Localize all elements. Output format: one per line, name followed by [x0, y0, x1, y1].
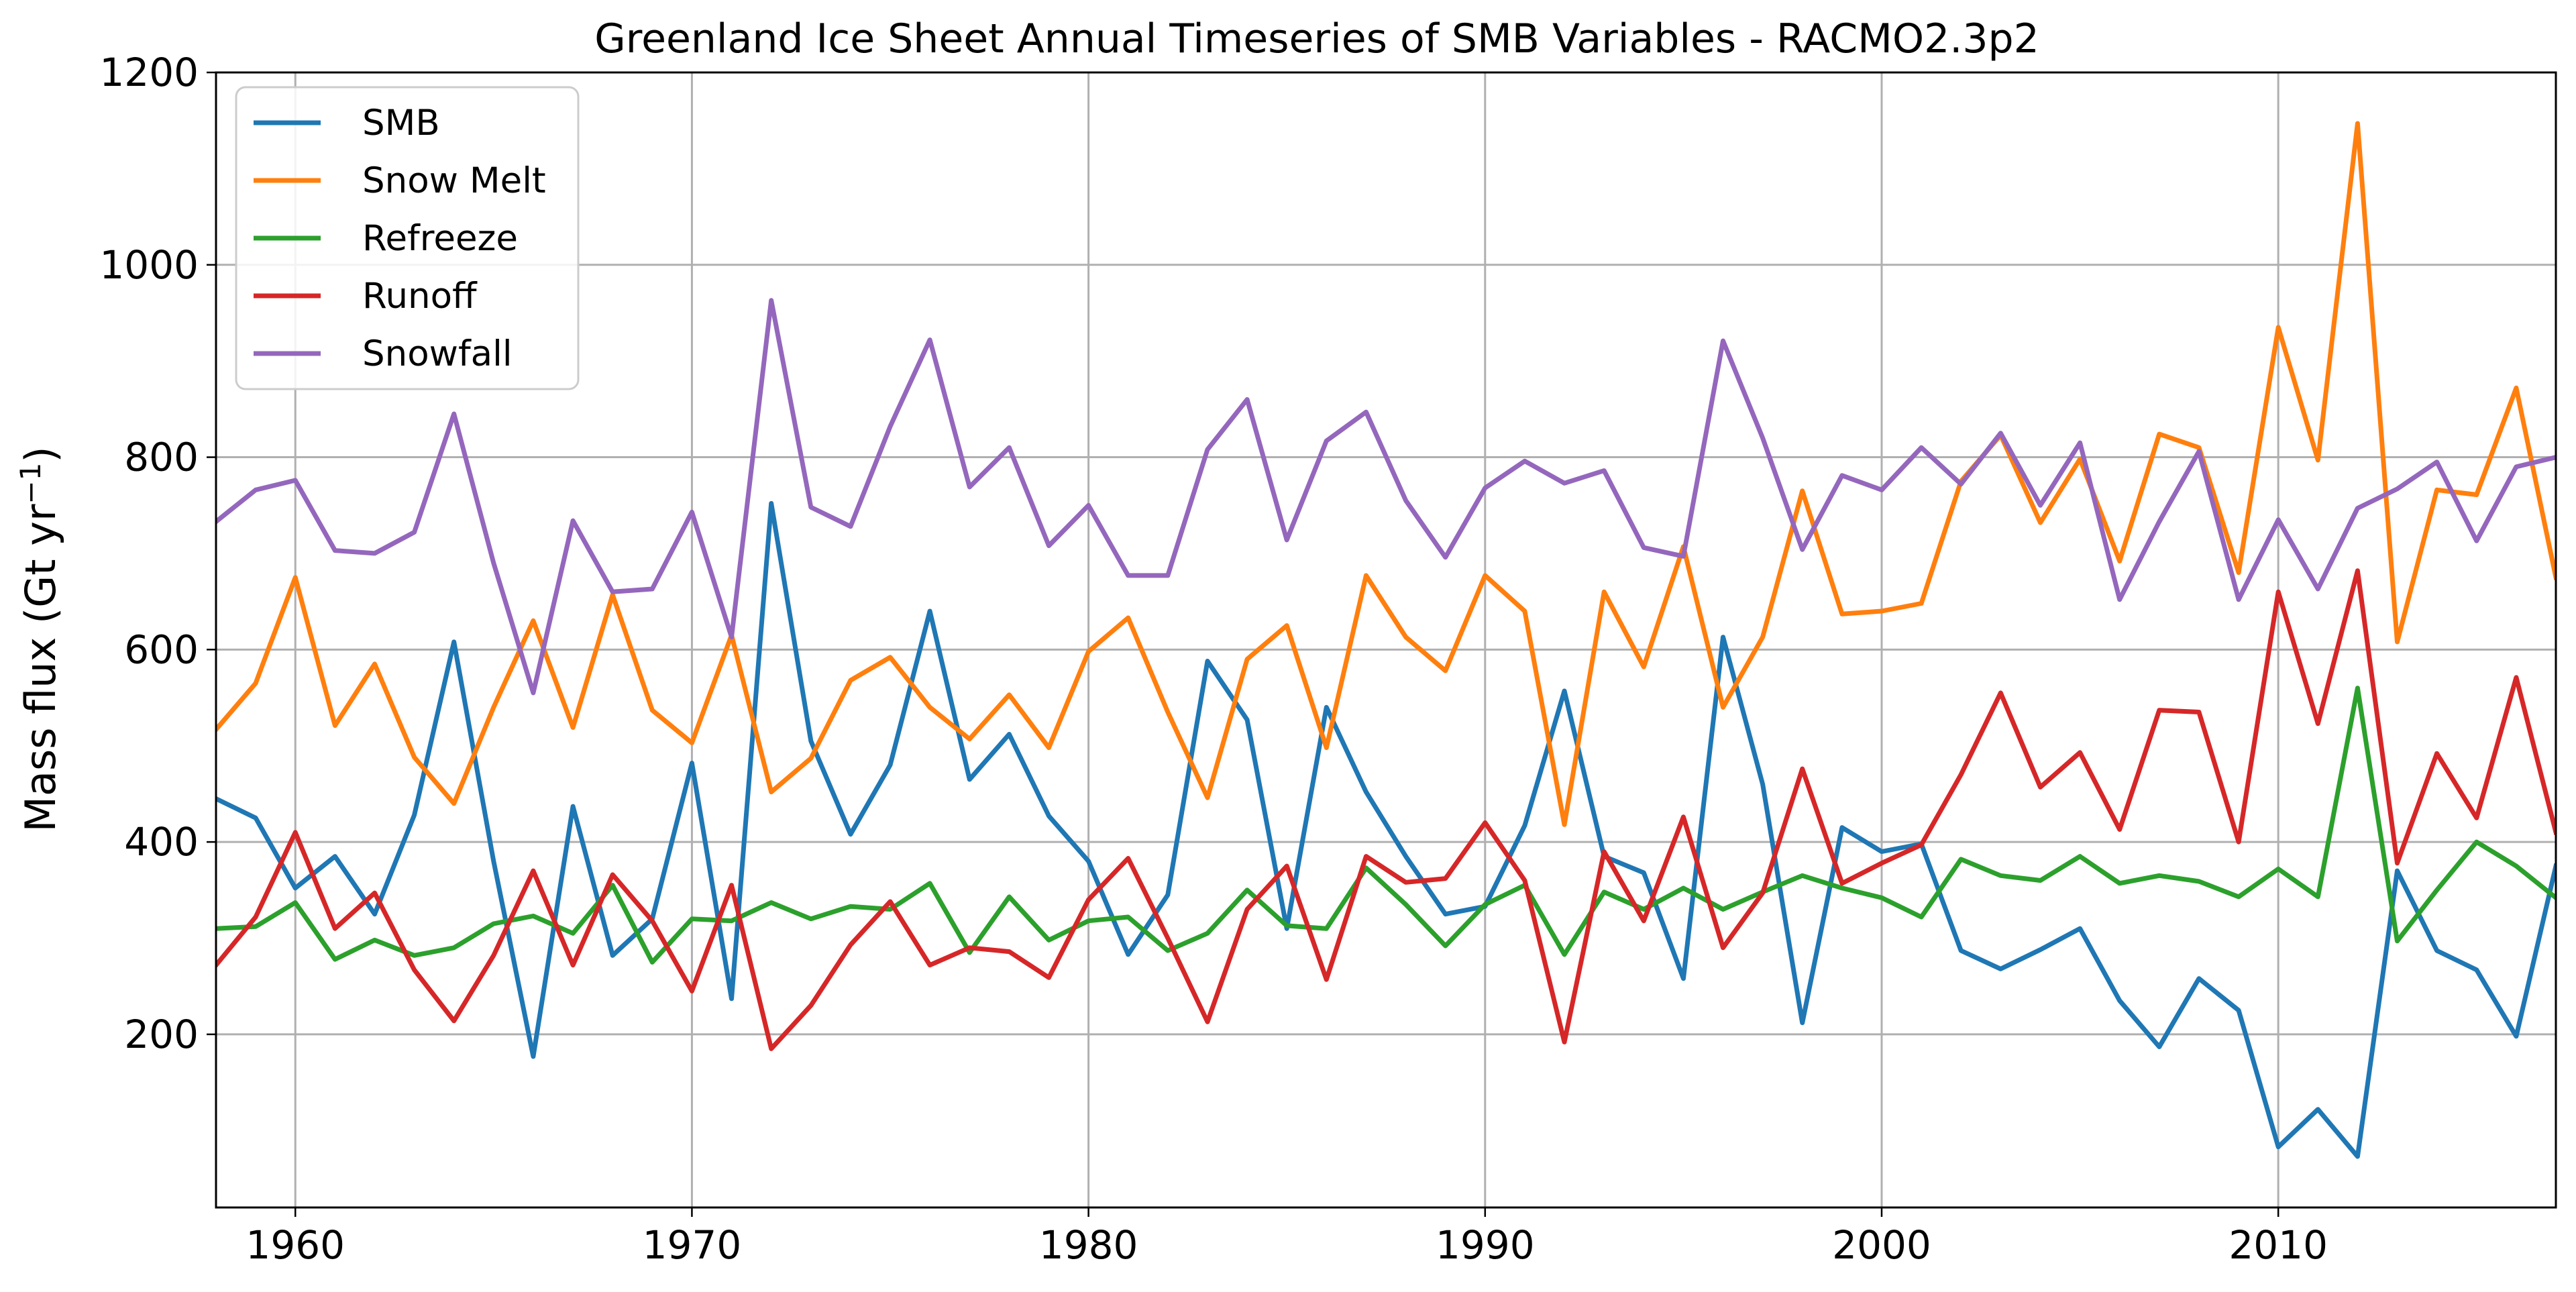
- legend-label-refreeze: Refreeze: [362, 218, 518, 259]
- chart-title: Greenland Ice Sheet Annual Timeseries of…: [594, 15, 2039, 62]
- x-tick-label: 1980: [1039, 1222, 1138, 1268]
- x-tick-label: 2010: [2229, 1222, 2328, 1268]
- legend-box: [235, 86, 580, 390]
- y-axis-label-exponent: −1: [14, 463, 47, 504]
- legend-label-runoff: Runoff: [362, 276, 478, 317]
- legend-label-snow-melt: Snow Melt: [362, 160, 546, 201]
- legend-label-smb: SMB: [362, 103, 440, 144]
- x-tick-label: 1970: [643, 1222, 742, 1268]
- axis-ticks: 1960 1970 1980 1990 2000 2010 200 400 600 800 1000…: [99, 50, 2328, 1268]
- plot-area-frame: [215, 71, 2557, 1209]
- x-tick-label: 1960: [246, 1222, 345, 1268]
- series-lines: [216, 121, 2556, 1159]
- y-tick-label: 600: [124, 627, 199, 672]
- y-tick-label: 400: [124, 819, 199, 865]
- x-tick-label: 2000: [1832, 1222, 1931, 1268]
- y-tick-label: 800: [124, 435, 199, 480]
- y-axis-label-text: Mass flux (Gt yr: [16, 504, 65, 832]
- y-axis-label: Mass flux (Gt yr−1): [14, 446, 65, 832]
- y-tick-label: 1000: [99, 242, 199, 288]
- series-line-runoff: [216, 568, 2556, 1051]
- y-axis-label-close: ): [16, 446, 65, 462]
- y-tick-label: 1200: [99, 50, 199, 95]
- y-tick-label: 200: [124, 1012, 199, 1057]
- legend-label-snowfall: Snowfall: [362, 333, 513, 374]
- series-line-snow-melt: [216, 121, 2556, 827]
- series-line-smb: [216, 500, 2556, 1159]
- legend: SMB Snow Melt Refreeze Runoff Snowfall: [235, 86, 580, 390]
- series-line-snowfall: [216, 298, 2556, 696]
- x-tick-label: 1990: [1436, 1222, 1535, 1268]
